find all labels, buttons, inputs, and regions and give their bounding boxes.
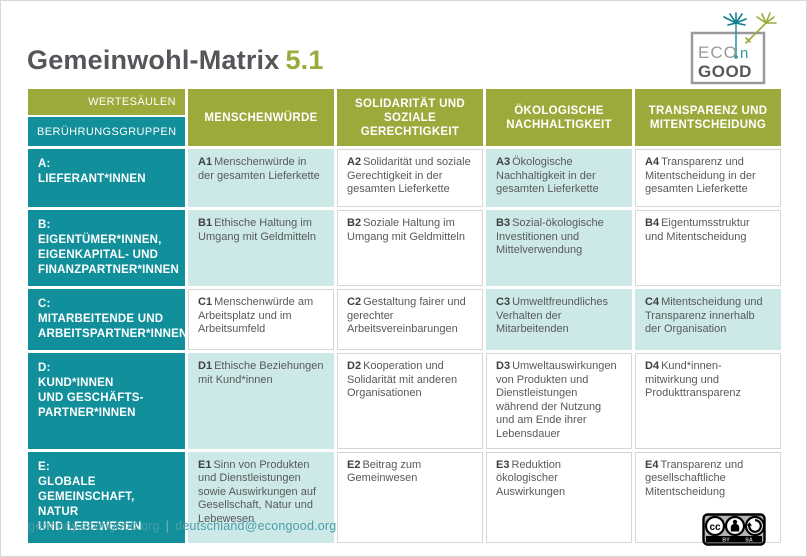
cell-b1: B1 Ethische Haltung im Umgang mit Geldmit… — [188, 210, 334, 286]
cell-code: E1 — [198, 458, 212, 471]
cell-text: Solidarität und soziale Gerechtigkeit in… — [347, 156, 471, 196]
cell-a4: A4 Transparenz und Mitentscheidung in der… — [635, 149, 781, 207]
cell-text: Reduktion ökologischer Auswirkungen — [496, 458, 566, 498]
cell-code: A1 — [198, 156, 213, 168]
cell-d2: D2 Kooperation und Solidarität mit andere… — [337, 353, 483, 449]
cell-e2: E2 Beitrag zum Gemeinwesen — [337, 451, 483, 543]
cell-c3: C3 Umweltfreundliches Verhalten der Mitar… — [486, 289, 632, 350]
page-title: Gemeinwohl-Matrix 5.1 — [27, 45, 324, 76]
footer: germany.econgood.org | deutschland@econgoo… — [28, 519, 336, 533]
cell-b2: B2 Soziale Haltung im Umgang mit Geldmitt… — [337, 210, 483, 286]
row-header-a: A: LIEFERANT*INNEN — [28, 149, 185, 207]
dandelion-icon — [723, 12, 747, 59]
share-alike-icon — [744, 515, 766, 537]
row-header-c: C: MITARBEITENDE UND ARBEITSPARTNER*INNE… — [28, 289, 187, 350]
cell-b4: B4 Eigentumsstruktur und Mitentscheidung — [635, 210, 781, 286]
column-header-solidaritaet: SOLIDARITÄT UND SOZIALE GERECHTIGKEIT — [337, 89, 483, 146]
cell-code: C4 — [645, 296, 660, 308]
cell-text: Ökologische Nachhaltigkeit in der gesamt… — [496, 156, 599, 196]
cell-c1: C1 Menschenwürde am Arbeitsplatz und im A… — [188, 289, 334, 350]
cell-code: C1 — [198, 296, 213, 308]
column-header-transparenz: TRANSPARENZ UND MITENTSCHEIDUNG — [635, 89, 781, 146]
cell-text: Umweltauswirkungen von Produkten und Die… — [496, 360, 617, 440]
cell-text: Sinn von Produkten und Dienstleistungen … — [198, 458, 317, 525]
row-header-b: B: EIGENTÜMER*INNEN, EIGENKAPITAL- UND F… — [28, 210, 185, 286]
cell-code: C2 — [347, 296, 362, 308]
cell-code: B2 — [347, 217, 362, 229]
cc-by-sa-badge[interactable]: cc BY SA — [702, 513, 766, 546]
cell-text: Mitentscheidung und Transparenz innerhal… — [645, 296, 763, 336]
corner-wertesaeulen: WERTESÄULEN — [28, 89, 185, 115]
cell-text: Menschenwürde am Arbeitsplatz und im Arb… — [198, 296, 314, 336]
cell-b3: B3 Sozial-ökologische Investitionen und M… — [486, 210, 632, 286]
cell-d3: D3 Umweltauswirkungen von Produkten und D… — [486, 353, 632, 449]
svg-text:cc: cc — [709, 522, 721, 533]
row-header-e: E: GLOBALE GEMEINSCHAFT, NATUR UND LEBEW… — [28, 451, 185, 543]
cell-code: E2 — [347, 458, 361, 471]
logo-good-text: GOOD — [698, 62, 752, 81]
cell-code: B4 — [645, 217, 660, 229]
cell-a3: A3 Ökologische Nachhaltigkeit in der gesa… — [486, 149, 632, 207]
attribution-icon — [724, 515, 746, 537]
cell-e1: E1 Sinn von Produkten und Dienstleistunge… — [188, 451, 334, 543]
column-header-menschenwuerde: MENSCHENWÜRDE — [188, 89, 334, 146]
cell-code: D3 — [496, 360, 511, 372]
cell-e3: E3 Reduktion ökologischer Auswirkungen — [486, 451, 632, 543]
cell-text: Beitrag zum Gemeinwesen — [347, 458, 422, 485]
cell-text: Transparenz und Mitentscheidung in der g… — [645, 156, 756, 196]
cell-code: A3 — [496, 156, 511, 168]
cell-code: E4 — [645, 458, 659, 471]
cell-text: Umweltfreundliches Verhalten der Mitarbe… — [496, 296, 609, 336]
cell-text: Eigentumsstruktur und Mitentscheidung — [645, 217, 750, 243]
cell-text: Menschenwürde in der gesamten Lieferkett… — [198, 156, 320, 182]
cell-code: D1 — [198, 360, 213, 372]
cc-icon: cc — [704, 515, 726, 537]
cell-a2: A2 Solidarität und soziale Gerechtigkeit … — [337, 149, 483, 207]
cell-code: B3 — [496, 217, 511, 229]
cell-code: A4 — [645, 156, 660, 168]
corner-cell: WERTESÄULEN BERÜHRUNGSGRUPPEN — [28, 89, 185, 146]
cell-text: Gestaltung fairer und gerechter Arbeitsv… — [347, 296, 466, 336]
cell-c2: C2 Gestaltung fairer und gerechter Arbeit… — [337, 289, 483, 350]
cell-c4: C4 Mitentscheidung und Transparenz innerh… — [635, 289, 781, 350]
row-header-d: D: KUND*INNEN UND GESCHÄFTS- PARTNER*INN… — [28, 353, 185, 449]
email-link[interactable]: deutschland@econgood.org — [175, 519, 337, 533]
logo-n-text: n — [740, 45, 748, 62]
cell-code: B1 — [198, 217, 213, 229]
logo-box — [690, 31, 766, 85]
cell-text: Ethische Haltung im Umgang mit Geldmitte… — [198, 217, 316, 243]
common-good-matrix-table: WERTESÄULEN BERÜHRUNGSGRUPPEN MENSCHENWÜ… — [28, 89, 781, 543]
website-link[interactable]: germany.econgood.org — [28, 519, 160, 533]
footer-separator: | — [165, 519, 170, 533]
cell-code: E3 — [496, 458, 510, 471]
dandelion-seed-icon — [745, 12, 777, 44]
title-text: Gemeinwohl-Matrix — [27, 45, 280, 75]
by-label: BY — [722, 538, 730, 544]
cell-d1: D1 Ethische Beziehungen mit Kund*innen — [188, 353, 334, 449]
econgood-logo: ECO n GOOD — [690, 12, 777, 85]
corner-beruehrungsgruppen: BERÜHRUNGSGRUPPEN — [28, 117, 185, 146]
cell-a1: A1 Menschenwürde in der gesamten Lieferke… — [188, 149, 334, 207]
cell-text: Sozial-ökologische Investitionen und Mit… — [496, 217, 604, 257]
cell-text: Transparenz und gesellschaftliche Mitent… — [645, 458, 744, 498]
version-label: 5.1 — [285, 45, 324, 75]
cell-text: Ethische Beziehungen mit Kund*innen — [198, 360, 324, 386]
logo-eco-text: ECO — [698, 43, 738, 62]
column-header-oekologische-nachhaltigkeit: ÖKOLOGISCHE NACHHALTIGKEIT — [486, 89, 632, 146]
cell-text: Kooperation und Solidarität mit anderen … — [347, 360, 458, 400]
cell-d4: D4 Kund*innen-mitwirkung und Produkttrans… — [635, 353, 781, 449]
cell-code: C3 — [496, 296, 511, 308]
cell-text: Soziale Haltung im Umgang mit Geldmittel… — [347, 217, 465, 243]
cell-code: A2 — [347, 156, 362, 168]
sa-label: SA — [745, 538, 753, 544]
cell-code: D4 — [645, 360, 660, 372]
cell-code: D2 — [347, 360, 362, 372]
cell-text: Kund*innen-mitwirkung und Produkttranspa… — [645, 360, 741, 400]
